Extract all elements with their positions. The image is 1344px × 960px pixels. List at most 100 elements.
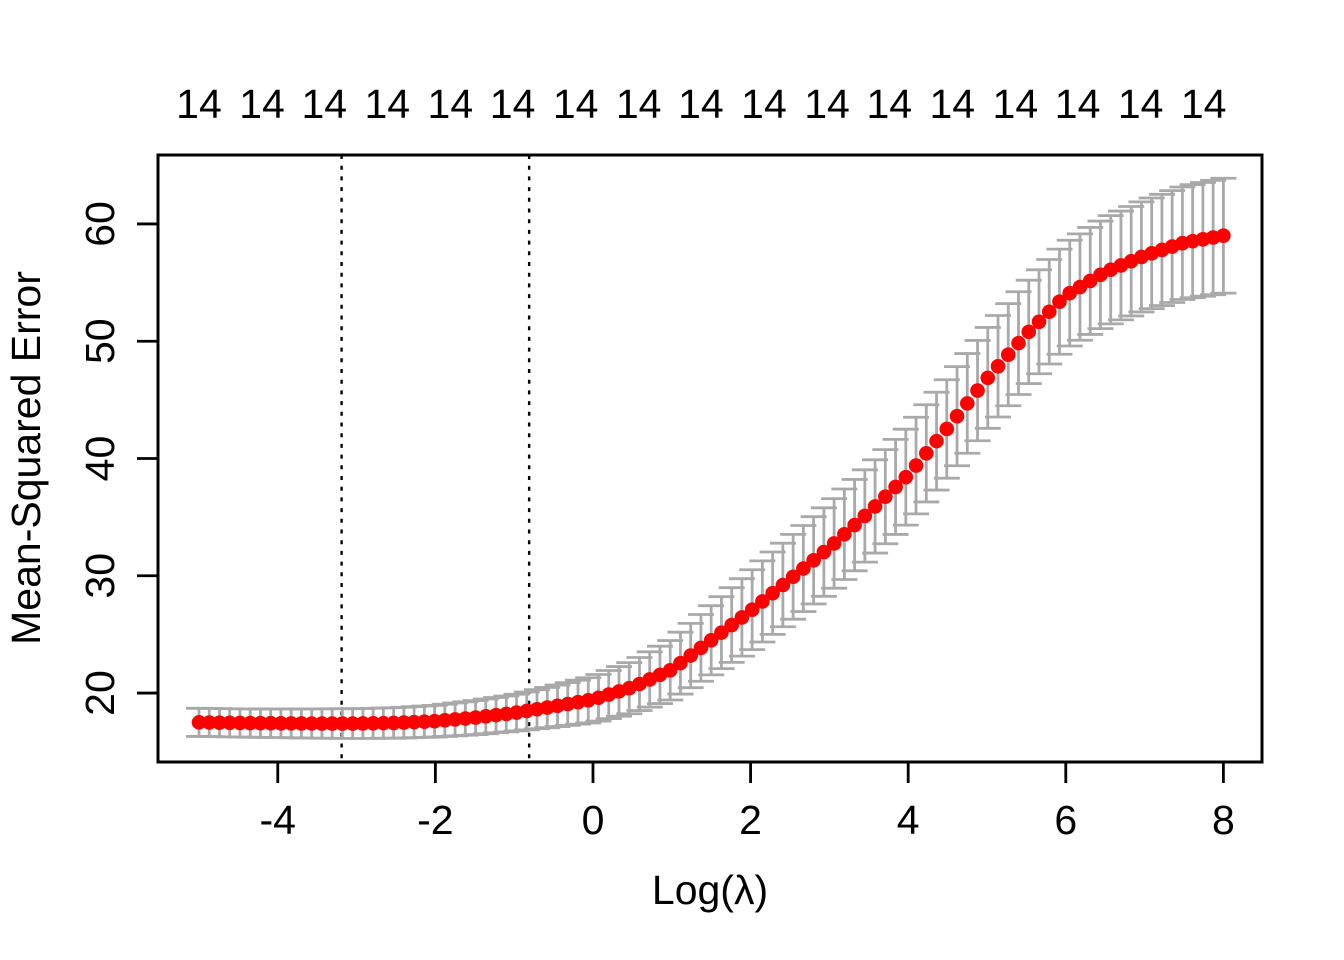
- data-point: [949, 408, 965, 424]
- x-axis-tick-label: -4: [260, 797, 296, 843]
- axes-and-ticks: -4 -2 0 2 4 6 8 20 30 40 50 60: [77, 153, 1264, 843]
- x-axis-tick-label: 8: [1212, 797, 1235, 843]
- data-point: [734, 610, 750, 625]
- data-point: [867, 499, 883, 514]
- data-point: [755, 594, 770, 609]
- top-axis-label: 14: [239, 81, 285, 127]
- data-point: [857, 508, 873, 524]
- data-point: [744, 602, 760, 617]
- top-axis-label: 14: [301, 81, 347, 127]
- data-point: [970, 383, 985, 398]
- data-point: [335, 716, 350, 731]
- data-point: [837, 526, 852, 542]
- data-point: [232, 715, 248, 731]
- mse-points: [191, 228, 1231, 731]
- data-point: [693, 640, 709, 656]
- data-point: [314, 716, 330, 731]
- x-axis-tick-label: 6: [1054, 797, 1077, 843]
- data-point: [816, 544, 832, 560]
- lambda-reference-lines: [340, 155, 531, 762]
- y-axis-tick-label: 50: [77, 318, 123, 364]
- y-axis-tick-label: 60: [77, 201, 123, 247]
- data-point: [1041, 304, 1057, 320]
- x-axis-tick-label: 0: [582, 797, 605, 843]
- data-point: [376, 715, 391, 731]
- data-point: [724, 617, 739, 633]
- data-point: [939, 421, 955, 437]
- data-point: [386, 715, 401, 731]
- data-point: [929, 433, 944, 449]
- data-point: [703, 632, 719, 648]
- data-point: [990, 358, 1006, 374]
- data-point: [1052, 294, 1067, 309]
- top-axis-label: 14: [365, 81, 411, 127]
- data-point: [324, 716, 340, 731]
- data-point: [304, 716, 319, 731]
- data-point: [847, 517, 862, 533]
- data-point: [365, 715, 381, 731]
- data-point: [908, 458, 924, 473]
- x-axis-tick-label: -2: [417, 797, 453, 843]
- data-point: [919, 446, 934, 461]
- top-axis-label: 14: [1181, 81, 1227, 127]
- top-axis-label: 14: [616, 81, 662, 127]
- error-bars: [185, 176, 1237, 740]
- x-axis-tick-label: 2: [739, 797, 762, 843]
- data-point: [826, 536, 842, 551]
- data-point: [878, 489, 893, 504]
- data-point: [242, 715, 258, 731]
- top-axis-nonzero-counts: 14 14 14 14 14 14 14 14 14 14 14 14 14 14 14 14 14: [176, 81, 1226, 127]
- data-point: [406, 714, 422, 730]
- top-axis-label: 14: [1055, 81, 1101, 127]
- data-point: [796, 561, 811, 576]
- top-axis-label: 14: [993, 81, 1039, 127]
- data-point: [959, 396, 975, 411]
- data-point: [714, 625, 729, 640]
- x-axis-title: Log(λ): [652, 867, 768, 913]
- data-point: [1216, 228, 1231, 243]
- data-point: [253, 715, 268, 731]
- top-axis-label: 14: [741, 81, 787, 127]
- y-axis-tick-label: 20: [77, 670, 123, 716]
- top-axis-label: 14: [176, 81, 222, 127]
- data-point: [1011, 335, 1026, 351]
- data-point: [273, 716, 289, 731]
- data-point: [785, 569, 801, 585]
- data-point: [222, 715, 238, 731]
- data-point: [888, 479, 903, 495]
- data-point: [1000, 347, 1016, 362]
- data-point: [191, 715, 207, 730]
- data-point: [765, 585, 780, 601]
- data-point: [662, 662, 678, 678]
- data-point: [212, 715, 227, 730]
- top-axis-label: 14: [804, 81, 850, 127]
- top-axis-label: 14: [866, 81, 912, 127]
- data-point: [775, 577, 791, 593]
- y-axis-title: Mean-Squared Error: [3, 271, 49, 645]
- top-axis-label: 14: [678, 81, 724, 127]
- data-point: [417, 714, 432, 729]
- top-axis-label: 14: [1118, 81, 1164, 127]
- data-point: [263, 715, 278, 731]
- data-point: [683, 648, 698, 663]
- data-point: [355, 716, 371, 731]
- data-point: [898, 469, 914, 485]
- data-point: [806, 552, 821, 568]
- y-axis-tick-label: 30: [77, 553, 123, 599]
- top-axis-label: 14: [490, 81, 536, 127]
- data-point: [283, 716, 299, 731]
- y-axis-tick-label: 40: [77, 436, 123, 482]
- data-point: [396, 715, 412, 730]
- data-point: [673, 655, 688, 671]
- data-point: [345, 716, 360, 731]
- top-axis-label: 14: [930, 81, 976, 127]
- data-point: [294, 716, 309, 731]
- x-axis-tick-label: 4: [897, 797, 920, 843]
- data-point: [201, 715, 217, 730]
- data-point: [980, 370, 996, 386]
- data-point: [1021, 324, 1037, 340]
- top-axis-label: 14: [553, 81, 599, 127]
- top-axis-label: 14: [428, 81, 474, 127]
